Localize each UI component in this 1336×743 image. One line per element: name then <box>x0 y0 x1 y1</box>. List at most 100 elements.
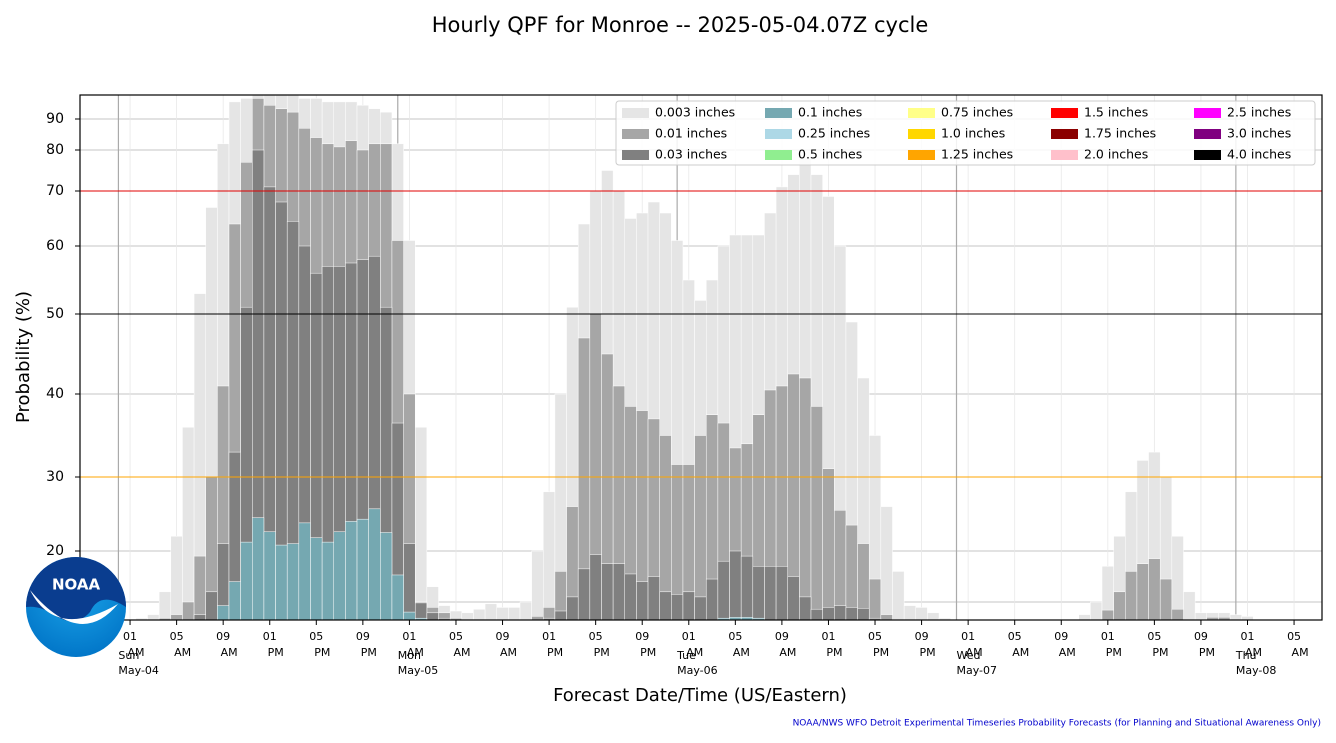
x-tick-label: 01 <box>821 630 835 643</box>
bar <box>414 617 428 620</box>
bar <box>717 560 730 620</box>
bar <box>333 531 346 620</box>
x-tick-label: 09 <box>216 630 230 643</box>
bar <box>1148 558 1161 620</box>
bar <box>903 605 917 620</box>
day-weekday: Tue <box>676 649 696 662</box>
bar <box>834 510 847 620</box>
bar <box>182 601 195 620</box>
legend-swatch <box>1194 108 1221 118</box>
y-tick-label: 30 <box>46 469 64 485</box>
x-tick-label: 01 <box>961 630 975 643</box>
bar <box>496 607 509 620</box>
x-tick-period: AM <box>1245 646 1262 659</box>
bar <box>1229 614 1242 620</box>
bar <box>170 535 183 620</box>
x-tick-label: 05 <box>170 630 184 643</box>
x-tick-period: AM <box>733 646 750 659</box>
x-tick-period: PM <box>1106 646 1122 659</box>
x-tick-label: 01 <box>123 630 137 643</box>
legend-label: 2.5 inches <box>1227 105 1291 120</box>
x-tick-period: PM <box>1199 646 1215 659</box>
bar <box>1159 578 1173 620</box>
day-date: May-05 <box>398 664 439 677</box>
legend-label: 0.1 inches <box>798 105 862 120</box>
x-tick-label: 05 <box>868 630 882 643</box>
legend-label: 0.25 inches <box>798 126 870 141</box>
bar <box>729 550 742 620</box>
bar <box>868 578 882 620</box>
legend-swatch <box>622 150 649 160</box>
y-tick-label: 90 <box>46 111 64 127</box>
bar <box>868 617 882 620</box>
bar <box>822 468 835 620</box>
bar <box>252 517 265 620</box>
bar <box>182 426 195 620</box>
bar <box>752 617 765 620</box>
reference-lines <box>80 190 1322 478</box>
legend-label: 1.0 inches <box>941 126 1005 141</box>
x-tick-label: 01 <box>542 630 556 643</box>
bar <box>484 603 497 620</box>
bar <box>740 555 754 620</box>
legend: 0.003 inches 0.01 inches 0.03 inches 0.1 in… <box>615 100 1316 166</box>
x-tick-period: AM <box>1059 646 1076 659</box>
legend-swatch <box>1194 129 1221 139</box>
legend-label: 4.0 inches <box>1227 147 1291 162</box>
bar <box>368 508 381 620</box>
logo-top <box>26 557 126 622</box>
bar <box>391 574 404 620</box>
bar <box>263 531 276 620</box>
legend-label: 0.03 inches <box>655 147 727 162</box>
day-weekday: Sun <box>118 649 139 662</box>
day-weekday: Mon <box>398 649 421 662</box>
bar <box>915 607 928 620</box>
x-tick-period: AM <box>686 646 703 659</box>
bar <box>380 532 393 620</box>
bar <box>799 377 812 620</box>
x-tick-period: PM <box>826 646 842 659</box>
bar <box>880 614 893 620</box>
bar <box>531 550 544 620</box>
bar <box>647 576 660 620</box>
x-tick-period: AM <box>1012 646 1029 659</box>
x-tick-period: PM <box>268 646 284 659</box>
noaa-logo: NOAA <box>26 557 126 657</box>
legend-label: 1.5 inches <box>1084 105 1148 120</box>
legend-label: 0.01 inches <box>655 126 727 141</box>
x-tick-label: 01 <box>1241 630 1255 643</box>
bar <box>461 612 474 620</box>
bar <box>1078 614 1091 620</box>
bar <box>682 591 695 620</box>
bar <box>764 566 777 620</box>
bar <box>705 578 719 620</box>
bar <box>857 608 870 620</box>
x-tick-label: 05 <box>1008 630 1022 643</box>
x-tick-label: 01 <box>402 630 416 643</box>
legend-swatch <box>908 129 935 139</box>
legend-label: 2.0 inches <box>1084 147 1148 162</box>
x-tick-label: 09 <box>1054 630 1068 643</box>
bar <box>217 605 230 620</box>
legend-swatch <box>622 129 649 139</box>
bar <box>426 612 439 620</box>
x-tick-period: PM <box>873 646 889 659</box>
bar <box>321 541 335 620</box>
bar <box>473 608 486 620</box>
bar <box>1241 616 1254 620</box>
bar <box>775 566 788 620</box>
x-tick-period: PM <box>594 646 610 659</box>
bar <box>508 607 521 620</box>
bar <box>892 571 905 620</box>
bar <box>1101 609 1114 620</box>
day-weekday: Thu <box>1235 649 1257 662</box>
x-tick-period: PM <box>361 646 377 659</box>
bar <box>170 614 183 620</box>
x-tick-period: AM <box>500 646 517 659</box>
bar <box>228 581 241 620</box>
plot-frame <box>79 94 1323 621</box>
y-tick-label: 80 <box>46 142 64 158</box>
legend-label: 0.5 inches <box>798 147 862 162</box>
footer-note: NOAA/NWS WFO Detroit Experimental Timese… <box>793 719 1321 729</box>
